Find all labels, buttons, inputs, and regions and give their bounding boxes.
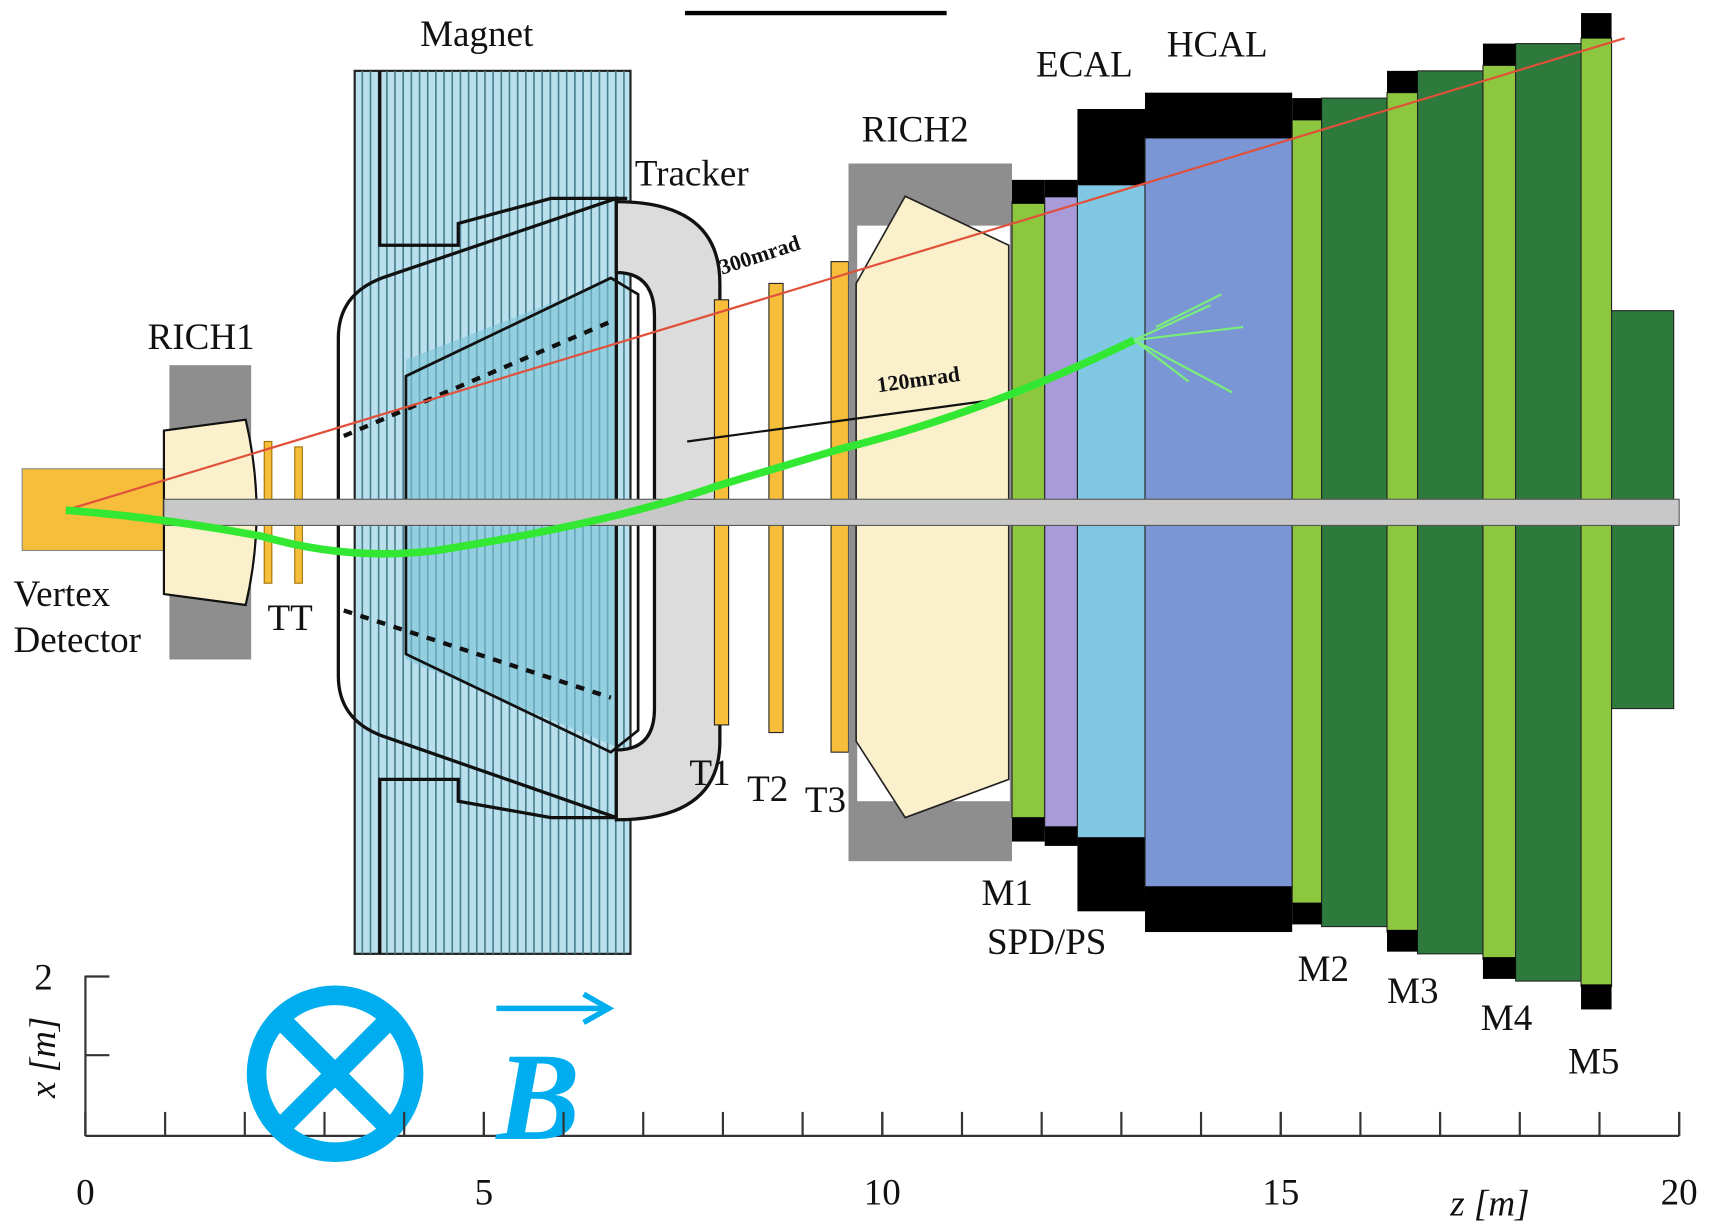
z-tick-label: 5 (475, 1173, 494, 1214)
axis: 0 5 10 15 20 2 (34, 958, 1697, 1214)
x-axis-label: x [m] (23, 1017, 64, 1099)
rich2-label: RICH2 (862, 110, 969, 151)
station-label: M5 (1568, 1042, 1619, 1083)
rich1-label: RICH1 (148, 317, 255, 358)
z-axis-label: z [m] (1449, 1183, 1529, 1222)
ecal-label: ECAL (1036, 44, 1133, 85)
station-label: M1 (981, 873, 1032, 914)
field-label: B (494, 1028, 580, 1167)
detector-diagram: Magnet Tracker RICH1 RICH2 ECAL HCAL 300… (0, 0, 1709, 1222)
vertex-label: Detector (13, 620, 141, 661)
z-tick-label: 10 (864, 1173, 901, 1214)
angle-label: 300mrad (716, 231, 803, 280)
z-tick-label: 0 (76, 1173, 95, 1214)
z-tick-label: 15 (1262, 1173, 1299, 1214)
spd-label: SPD/PS (987, 922, 1106, 963)
station-label: M3 (1387, 971, 1438, 1012)
tracker-label: Tracker (635, 153, 750, 194)
station-label: T2 (747, 769, 788, 810)
station-label: T1 (689, 753, 730, 794)
z-tick-label: 20 (1661, 1173, 1698, 1214)
magnet-label: Magnet (420, 14, 534, 55)
station-label: T3 (805, 780, 846, 821)
x-tick-label: 2 (34, 958, 53, 999)
station-label: M2 (1298, 949, 1349, 990)
hcal-label: HCAL (1167, 25, 1268, 66)
tt-label: TT (267, 598, 313, 639)
station-label: M4 (1481, 998, 1532, 1039)
vertex-label: Vertex (13, 574, 110, 615)
